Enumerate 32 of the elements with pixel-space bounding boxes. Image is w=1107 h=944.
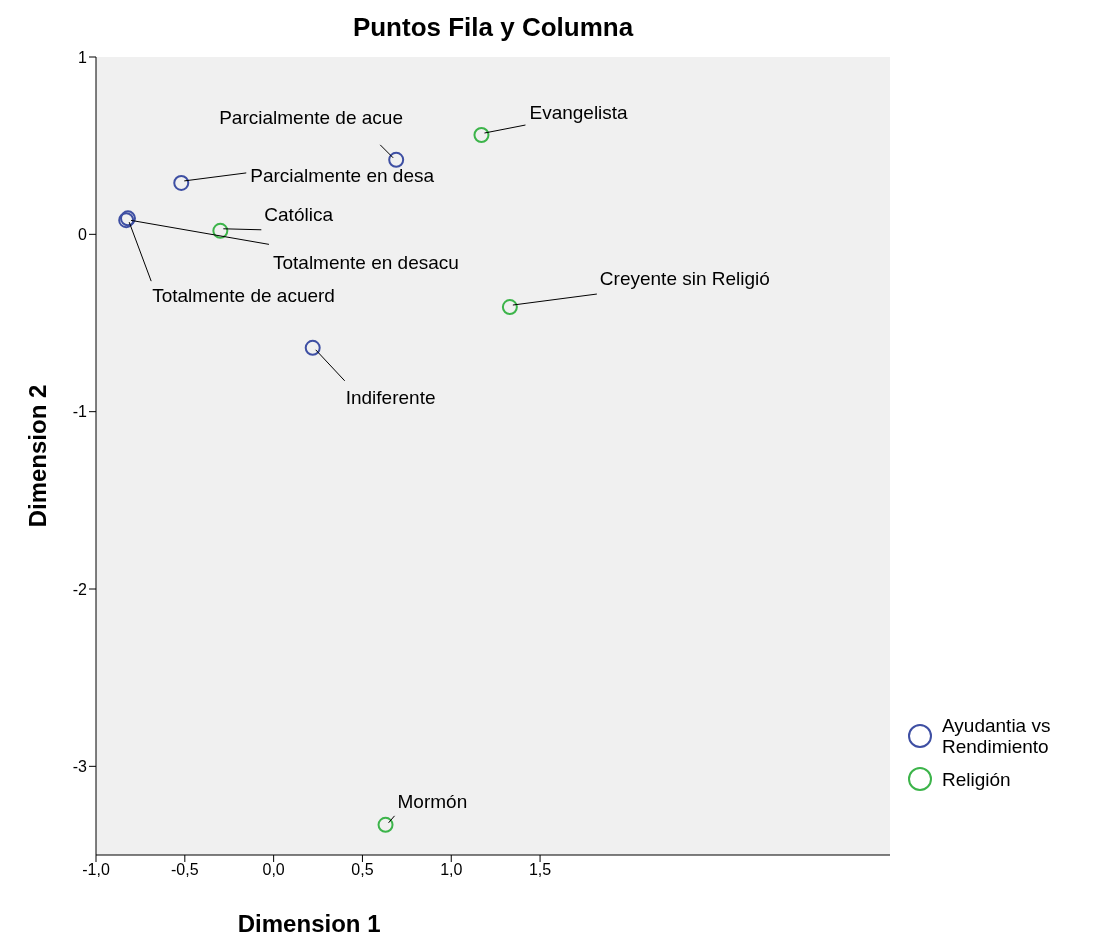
y-tick-label: 1 <box>78 48 88 66</box>
point <box>377 816 394 833</box>
y-tick-label: -3 <box>72 758 88 776</box>
x-tick-label: 0,0 <box>262 861 285 879</box>
annotation: Parcialmente en desa <box>250 165 435 187</box>
annotation: Mormón <box>397 791 468 813</box>
point <box>388 151 405 168</box>
legend-label: Religión <box>942 768 1011 790</box>
annotation: Creyente sin Religió <box>599 267 770 289</box>
point <box>473 127 490 144</box>
y-axis-title: Dimension 2 <box>24 384 52 528</box>
point <box>212 222 229 239</box>
y-tick-label: -1 <box>72 403 88 421</box>
annotation: Indiferente <box>345 387 436 409</box>
y-tick-label: 0 <box>78 226 88 244</box>
annotation: Totalmente en desacu <box>272 251 459 273</box>
x-tick-label: -0,5 <box>171 861 199 879</box>
annotation: Totalmente de acuerd <box>152 284 335 306</box>
x-axis-title: Dimension 1 <box>236 910 382 938</box>
x-tick-label: 1,5 <box>528 861 552 879</box>
annotation: Parcialmente de acue <box>219 107 403 129</box>
x-tick-label: -1,0 <box>82 861 110 879</box>
y-tick-label: -2 <box>72 580 88 598</box>
point <box>173 174 190 191</box>
chart-title: Puntos Fila y Columna <box>351 12 635 43</box>
legend-label: Ayudantia vs Rendimiento <box>942 715 1052 757</box>
annotation: Evangelista <box>529 101 629 123</box>
point <box>501 299 518 316</box>
x-tick-label: 1,0 <box>440 861 463 879</box>
point <box>304 339 321 356</box>
annotation: Católica <box>264 204 334 226</box>
x-tick-label: 0,5 <box>351 861 374 879</box>
